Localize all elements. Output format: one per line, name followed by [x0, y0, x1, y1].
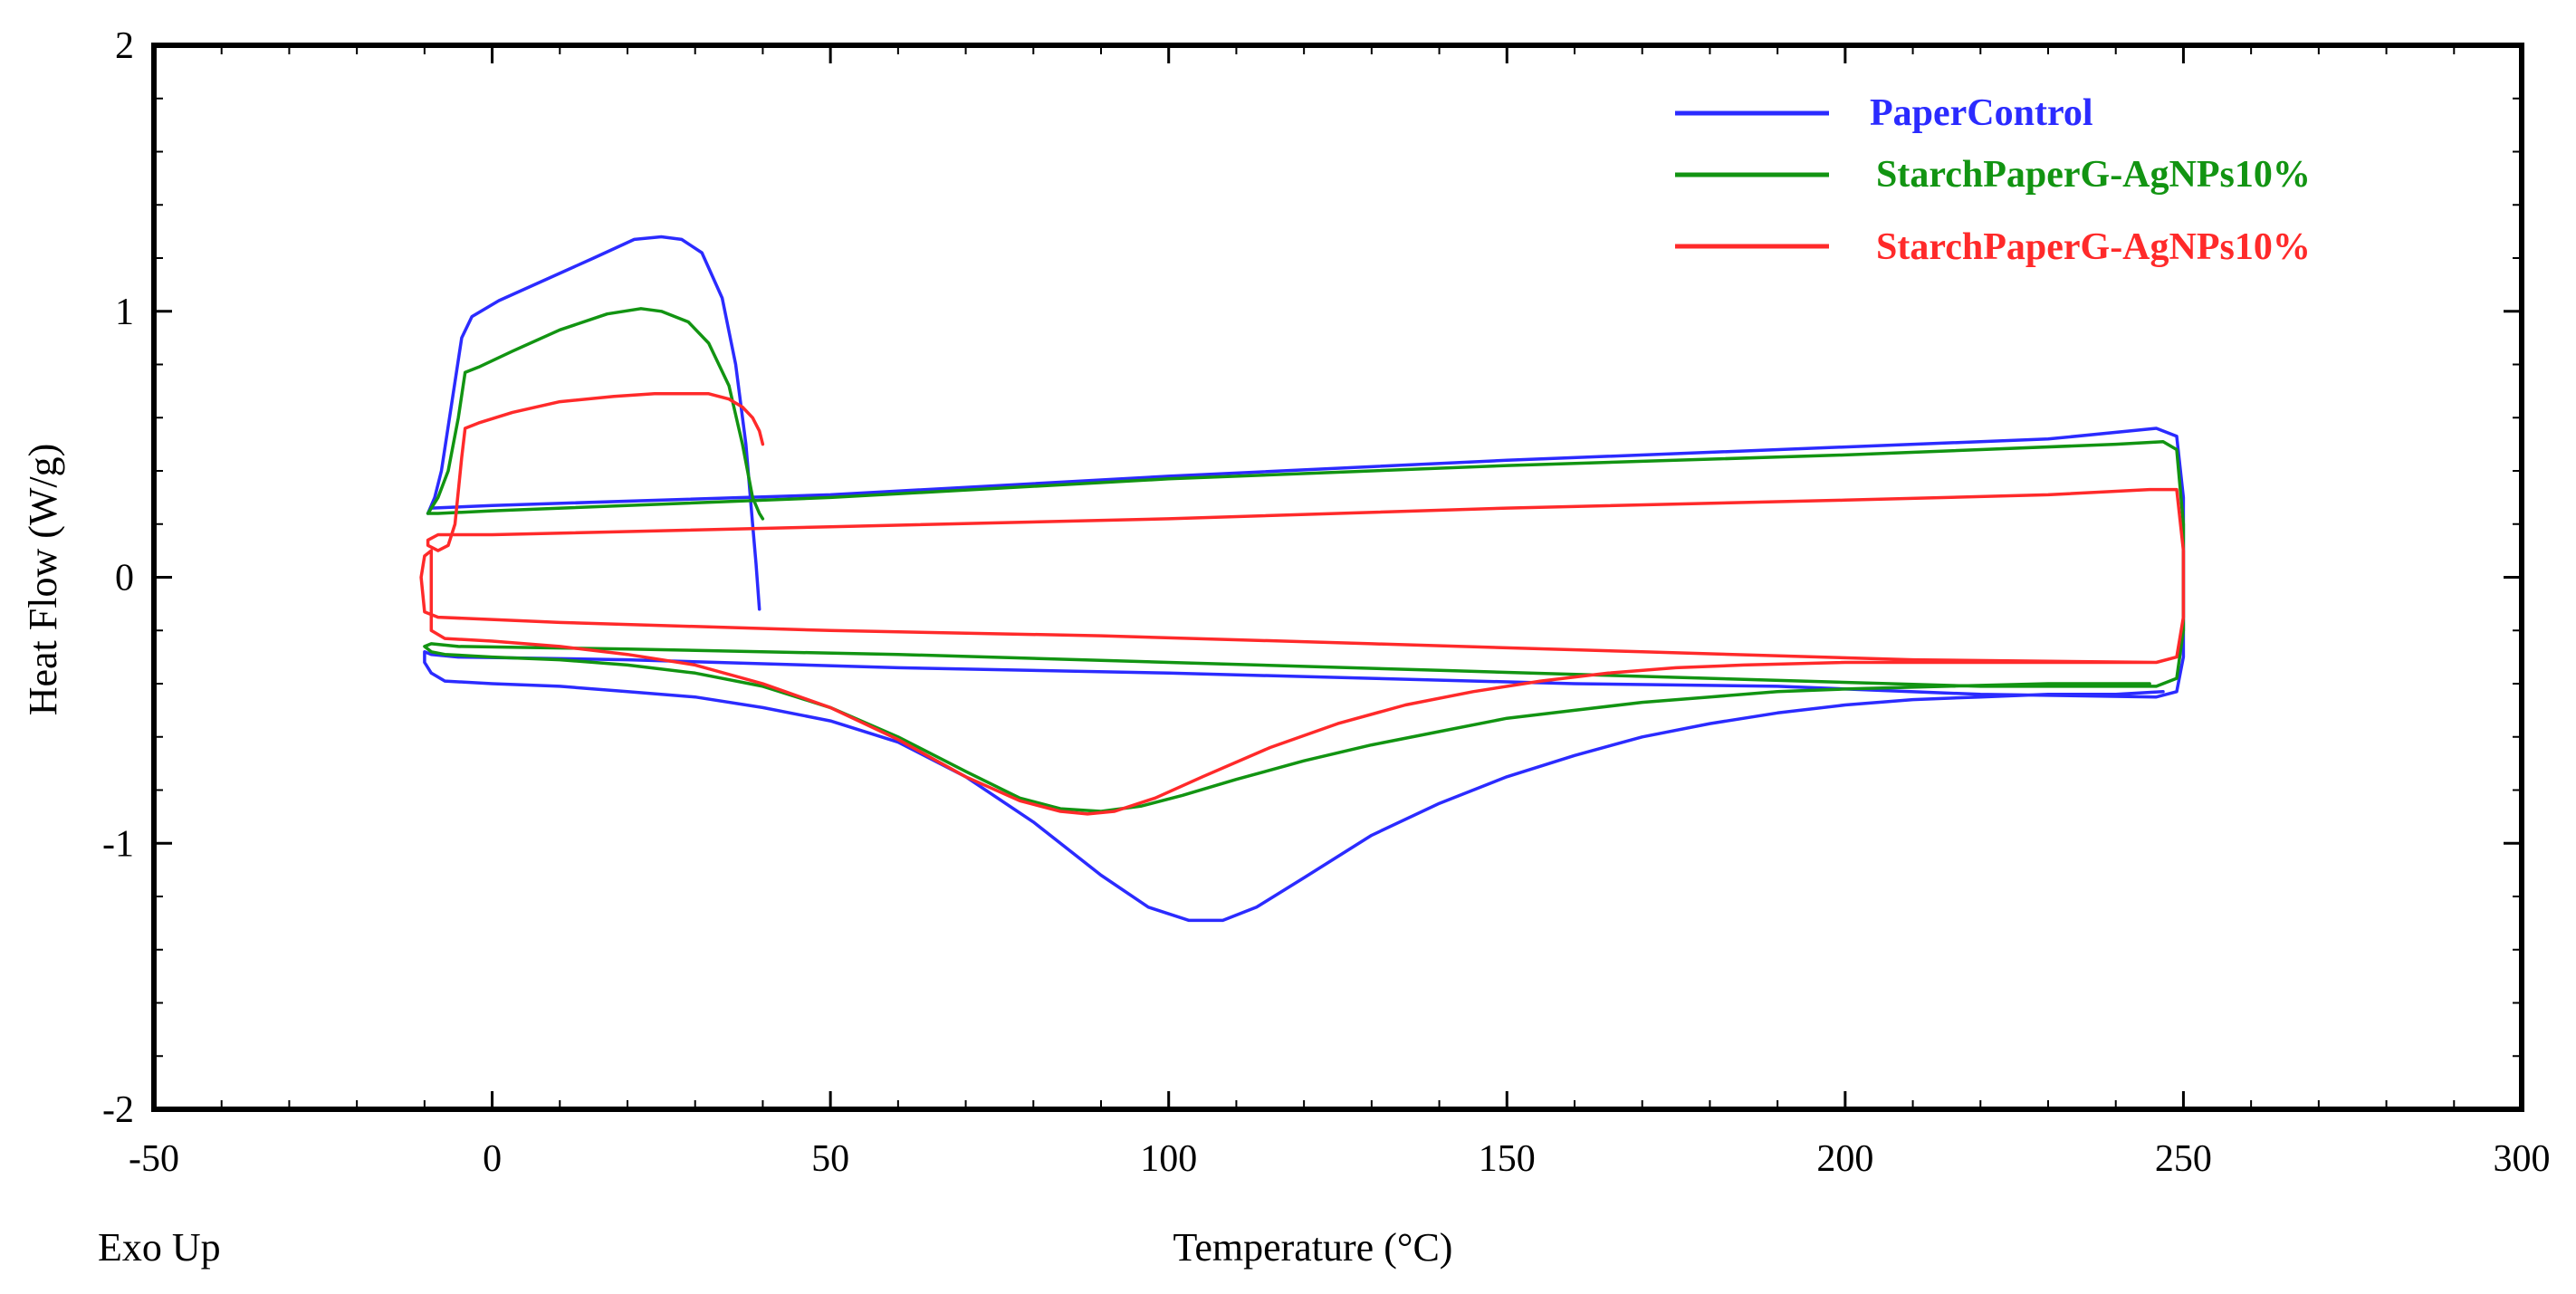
x-axis-title: Temperature (°C) — [1173, 1225, 1453, 1270]
series-line-paper-control — [423, 235, 2186, 923]
y-tick-label: 1 — [115, 292, 134, 333]
y-tick-label: 0 — [115, 558, 134, 599]
y-tick-labels: -2 -1 0 1 2 — [102, 25, 134, 1131]
y-tick-label: 2 — [115, 25, 134, 67]
y-tick-label: -1 — [102, 823, 134, 865]
x-tick-label: 200 — [1816, 1138, 1873, 1180]
legend-label-paper-control: PaperControl — [1870, 92, 2093, 134]
x-tick-label: 300 — [2494, 1138, 2551, 1180]
legend: PaperControl StarchPaperG-AgNPs10% Starc… — [1675, 92, 2311, 268]
x-tick-label: 50 — [811, 1138, 849, 1180]
legend-label-starch-green: StarchPaperG-AgNPs10% — [1876, 154, 2311, 196]
series-line-starch-red — [419, 392, 2186, 816]
major-ticks — [152, 43, 2523, 1111]
x-tick-label: 100 — [1140, 1138, 1197, 1180]
series-lines — [419, 235, 2186, 923]
plot-frame — [151, 43, 2524, 1112]
x-tick-label: -50 — [129, 1138, 179, 1180]
minor-ticks — [154, 45, 2522, 1109]
x-tick-label: 250 — [2155, 1138, 2212, 1180]
series-line-starch-green — [423, 307, 2186, 813]
x-tick-label: 150 — [1479, 1138, 1536, 1180]
x-tick-labels: -50 0 50 100 150 200 250 300 — [129, 1138, 2551, 1180]
exo-up-note: Exo Up — [98, 1225, 221, 1270]
y-tick-label: -2 — [102, 1089, 134, 1131]
x-tick-label: 0 — [483, 1138, 502, 1180]
legend-label-starch-red: StarchPaperG-AgNPs10% — [1876, 226, 2311, 268]
y-axis-title: Heat Flow (W/g) — [21, 444, 65, 716]
